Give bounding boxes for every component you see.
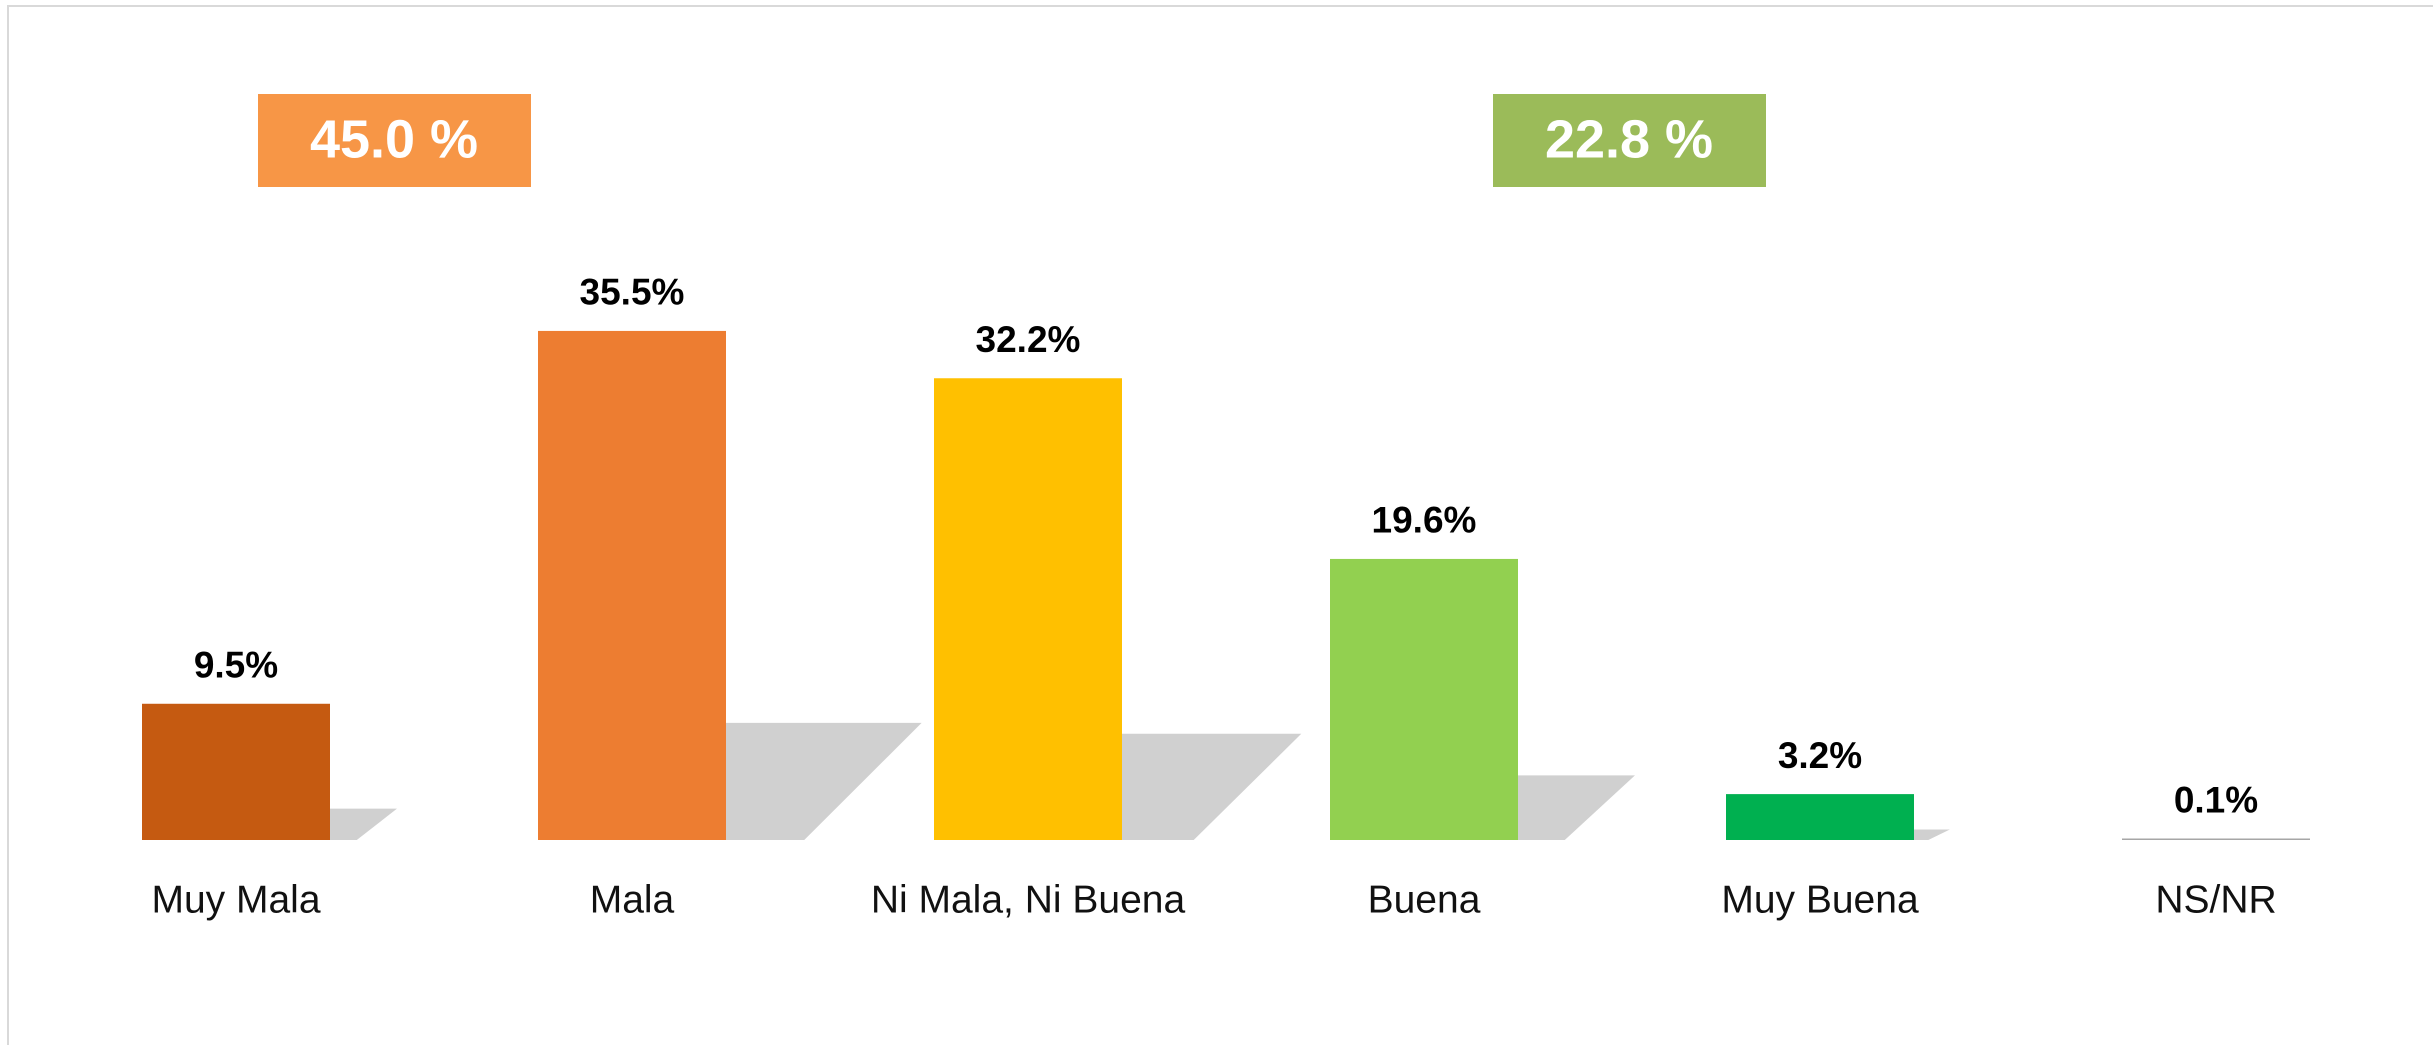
value-label: 19.6% xyxy=(1372,500,1477,541)
bar xyxy=(2122,838,2310,840)
bar xyxy=(934,378,1122,840)
value-label: 0.1% xyxy=(2174,779,2258,820)
value-label: 32.2% xyxy=(976,319,1081,360)
bar-shadow xyxy=(1914,829,1950,840)
bar xyxy=(1726,794,1914,840)
x-tick-label: Ni Mala, Ni Buena xyxy=(871,878,1186,921)
x-tick-label: Buena xyxy=(1368,878,1481,921)
value-label: 35.5% xyxy=(580,272,685,313)
x-tick-label: Muy Buena xyxy=(1721,878,1919,921)
bar-shadow xyxy=(1518,775,1635,840)
bar-shadow xyxy=(330,808,397,840)
value-label: 9.5% xyxy=(194,645,278,686)
x-tick-label: Mala xyxy=(590,878,675,921)
annotation-text: 22.8 % xyxy=(1545,109,1713,169)
x-tick-label: NS/NR xyxy=(2155,878,2276,921)
bar xyxy=(1330,558,1518,840)
chart-border xyxy=(7,5,2433,1045)
annotation-text: 45.0 % xyxy=(310,109,478,169)
annotation-box xyxy=(1493,94,1766,187)
annotation-box xyxy=(258,94,531,187)
bar xyxy=(538,330,726,840)
x-tick-label: Muy Mala xyxy=(151,878,320,921)
value-label: 3.2% xyxy=(1778,735,1862,776)
bar-shadow xyxy=(726,722,922,840)
bar-shadow xyxy=(1122,733,1302,840)
bar xyxy=(142,703,330,840)
